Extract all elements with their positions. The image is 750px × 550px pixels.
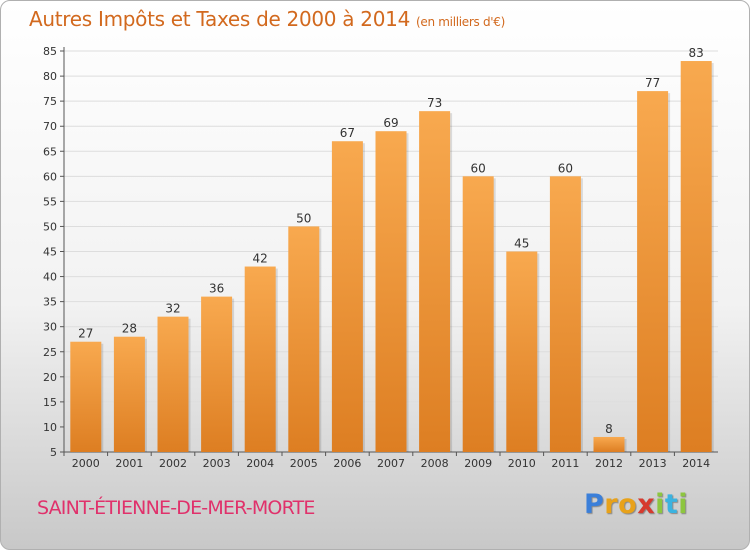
bar-value-label: 73 (427, 96, 442, 110)
x-tick-label: 2007 (377, 457, 405, 470)
bar-value-label: 45 (514, 237, 529, 251)
x-tick-label: 2001 (115, 457, 143, 470)
x-tick-label: 2014 (682, 457, 710, 470)
bar (244, 266, 276, 452)
y-tick-label: 55 (43, 195, 57, 208)
bar-value-label: 67 (340, 126, 355, 140)
x-tick-label: 2012 (595, 457, 623, 470)
bar-value-label: 42 (253, 252, 268, 266)
chart-title-text: Autres Impôts et Taxes de 2000 à 2014 (29, 7, 410, 31)
x-tick-label: 2009 (464, 457, 492, 470)
x-tick-label: 2004 (246, 457, 274, 470)
y-tick-label: 75 (43, 95, 57, 108)
bar (331, 141, 363, 452)
bar (70, 341, 102, 452)
x-tick-label: 2005 (290, 457, 318, 470)
bar-value-label: 60 (558, 161, 573, 175)
x-tick-label: 2000 (72, 457, 100, 470)
bar (113, 336, 145, 452)
bar (288, 226, 320, 452)
logo-letter: P (584, 489, 605, 520)
bar (462, 176, 494, 452)
bar (419, 111, 451, 453)
y-tick-label: 35 (43, 296, 57, 309)
bar (680, 61, 712, 453)
x-tick-label: 2010 (508, 457, 536, 470)
x-tick-label: 2006 (333, 457, 361, 470)
logo-letter: t (664, 489, 679, 520)
x-tick-label: 2002 (159, 457, 187, 470)
y-tick-label: 50 (43, 220, 57, 233)
bar (593, 436, 625, 452)
bar (157, 316, 189, 452)
logo-letter: i (655, 489, 665, 520)
y-tick-label: 25 (43, 346, 57, 359)
bar (549, 176, 581, 452)
bar-value-label: 69 (383, 116, 398, 130)
y-tick-label: 10 (43, 421, 57, 434)
bar-value-label: 36 (209, 282, 224, 296)
x-tick-label: 2008 (421, 457, 449, 470)
bar-value-label: 32 (165, 302, 180, 316)
proxiti-logo: Proxiti (584, 489, 688, 520)
commune-name: SAINT-ÉTIENNE-DE-MER-MORTE (37, 497, 315, 519)
y-tick-label: 5 (50, 446, 57, 459)
y-tick-label: 85 (43, 45, 57, 58)
bar (201, 296, 233, 452)
y-tick-label: 30 (43, 321, 57, 334)
y-tick-label: 45 (43, 246, 57, 259)
logo-letter: o (618, 489, 638, 520)
y-tick-label: 65 (43, 145, 57, 158)
bar-value-label: 28 (122, 322, 137, 336)
y-tick-label: 40 (43, 271, 57, 284)
bar-value-label: 77 (645, 76, 660, 90)
bar (375, 131, 407, 452)
bar (637, 91, 669, 452)
y-tick-label: 70 (43, 120, 57, 133)
bar-value-label: 60 (471, 161, 486, 175)
bar-value-label: 8 (605, 422, 613, 436)
bar-value-label: 27 (78, 327, 93, 341)
bar-value-label: 83 (689, 46, 704, 60)
chart-title: Autres Impôts et Taxes de 2000 à 2014 (en… (29, 7, 505, 31)
logo-letter: r (604, 489, 619, 520)
logo-letter: i (678, 489, 689, 520)
x-tick-label: 2003 (203, 457, 231, 470)
y-tick-label: 60 (43, 170, 57, 183)
bar (506, 251, 538, 452)
x-tick-label: 2011 (551, 457, 579, 470)
chart-unit: (en milliers d'€) (416, 15, 506, 29)
bar-value-label: 50 (296, 211, 311, 225)
y-tick-label: 15 (43, 396, 57, 409)
logo-letter: x (637, 489, 656, 520)
y-tick-label: 20 (43, 371, 57, 384)
x-tick-label: 2013 (639, 457, 667, 470)
y-tick-label: 80 (43, 70, 57, 83)
